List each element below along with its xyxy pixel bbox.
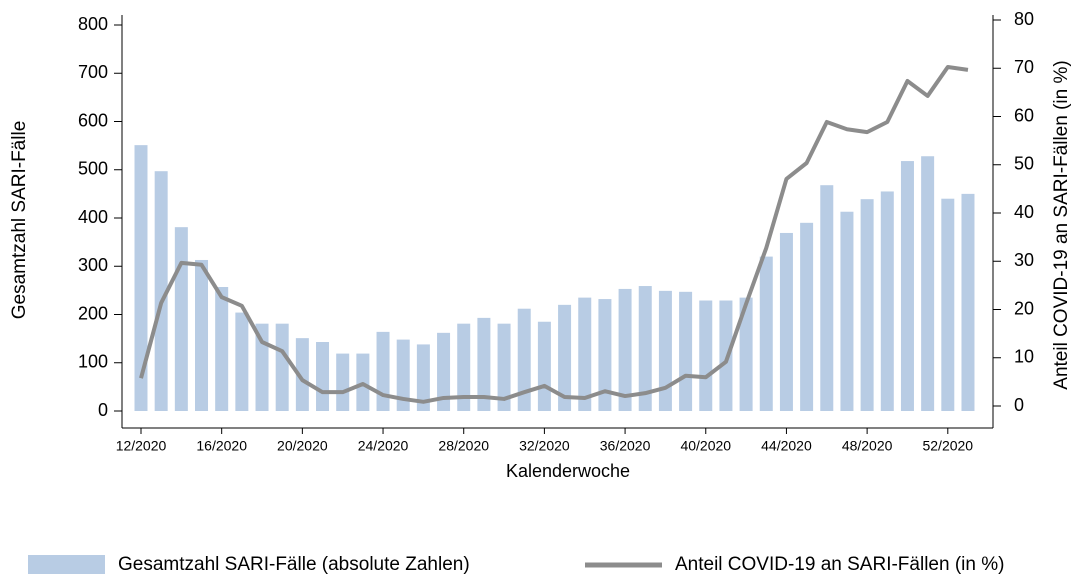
line [139, 64, 969, 404]
bar [598, 299, 612, 411]
y-tick-label: 0 [98, 400, 108, 420]
bar [618, 288, 632, 411]
bar [316, 342, 330, 411]
y-tick-label: 600 [78, 110, 108, 130]
bar [416, 344, 430, 411]
bar [759, 256, 773, 411]
bar [154, 171, 168, 411]
bar [941, 198, 955, 411]
x-tick-label: 36/2020 [600, 438, 651, 454]
y-tick-label: 800 [78, 14, 108, 34]
x-tick-label: 24/2020 [358, 438, 409, 454]
bar [578, 297, 592, 411]
y2-tick-label: 50 [1014, 154, 1034, 174]
x-tick-label: 40/2020 [680, 438, 731, 454]
bar [961, 193, 975, 411]
bar [638, 286, 652, 411]
y2-tick-label: 0 [1014, 395, 1024, 415]
bar [134, 145, 148, 411]
bar [376, 331, 390, 411]
bar [860, 199, 874, 411]
bar [215, 286, 229, 411]
bar [921, 156, 935, 411]
bar [779, 232, 793, 411]
bar [195, 259, 209, 411]
y-tick-label: 300 [78, 255, 108, 275]
bar [235, 312, 249, 411]
bar [336, 353, 350, 411]
y2-tick-label: 10 [1014, 347, 1034, 367]
bar [880, 191, 894, 411]
bar [537, 321, 551, 411]
y-tick-label: 700 [78, 62, 108, 82]
y2-tick-label: 70 [1014, 57, 1034, 77]
x-tick-label: 32/2020 [519, 438, 570, 454]
y-tick-label: 200 [78, 303, 108, 323]
bar [497, 323, 511, 411]
bar [174, 227, 188, 411]
x-tick-label: 48/2020 [842, 438, 893, 454]
y2-tick-label: 60 [1014, 105, 1034, 125]
y-tick-label: 100 [78, 352, 108, 372]
bar [457, 323, 471, 411]
bar [558, 304, 572, 411]
x-tick-label: 44/2020 [761, 438, 812, 454]
bar [517, 308, 531, 411]
y2-axis-title: Anteil COVID-19 an SARI-Fällen (in %) [1051, 60, 1072, 389]
y2-tick-label: 30 [1014, 250, 1034, 270]
bar [699, 300, 713, 411]
y-tick-label: 500 [78, 159, 108, 179]
x-tick-label: 16/2020 [196, 438, 247, 454]
bar [658, 290, 672, 411]
bar [800, 222, 814, 411]
bar [900, 161, 914, 411]
legend-swatch [28, 555, 105, 574]
bar [477, 317, 491, 411]
y-tick-label: 400 [78, 207, 108, 227]
y-axis-title: Gesamtzahl SARI-Fälle [9, 121, 30, 320]
legend-label: Anteil COVID-19 an SARI-Fällen (in %) [675, 554, 1004, 574]
x-tick-label: 20/2020 [277, 438, 328, 454]
bar [679, 291, 693, 411]
bar [820, 185, 834, 411]
x-tick-label: 28/2020 [438, 438, 489, 454]
y2-tick-label: 80 [1014, 9, 1034, 29]
legend-label: Gesamtzahl SARI-Fälle (absolute Zahlen) [118, 554, 470, 574]
x-tick-label: 52/2020 [922, 438, 973, 454]
bar [275, 323, 289, 411]
y2-tick-label: 40 [1014, 202, 1034, 222]
y2-tick-label: 20 [1014, 298, 1034, 318]
x-tick-label: 12/2020 [116, 438, 167, 454]
bar [396, 339, 410, 411]
bar [437, 332, 451, 411]
x-axis-title: Kalenderwoche [506, 461, 630, 481]
bar [295, 338, 309, 411]
bar [739, 297, 753, 411]
bar [840, 211, 854, 411]
